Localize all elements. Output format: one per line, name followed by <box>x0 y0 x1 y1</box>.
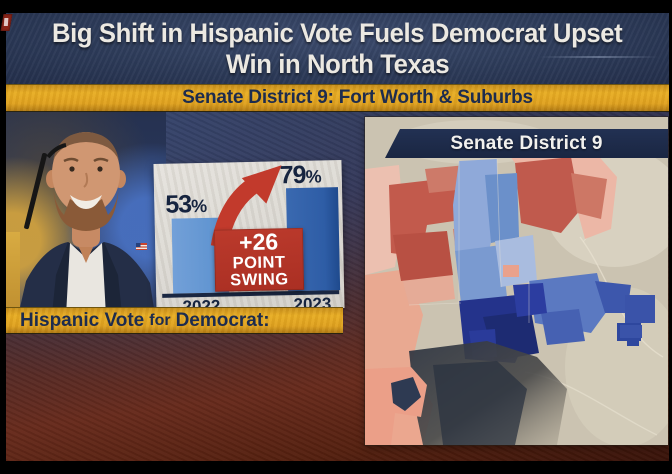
map-title: Senate District 9 <box>450 132 603 154</box>
swing-word-swing: SWING <box>230 269 289 290</box>
caption-lead: Hispanic Vote <box>20 309 145 331</box>
lens-flare <box>539 56 659 58</box>
district-strap-label: Senate District 9: Fort Worth & Suburbs <box>182 87 533 108</box>
percent-sign: % <box>305 166 321 187</box>
precinct-choropleth-map <box>365 117 668 445</box>
caption-mid: for <box>149 311 171 329</box>
swing-word-point: POINT <box>232 253 286 273</box>
candidate-illustration <box>14 132 158 334</box>
headline-line1: Big Shift in Hispanic Vote Fuels Democra… <box>52 18 623 49</box>
letterbox-bottom <box>0 461 672 474</box>
letterbox-right <box>669 0 672 474</box>
district-strap: Senate District 9: Fort Worth & Suburbs <box>6 84 669 112</box>
letterbox-top <box>0 0 672 13</box>
letterbox-left <box>0 0 6 474</box>
candidate-photo <box>6 95 166 334</box>
district-map-card: Senate District 9 <box>365 117 668 445</box>
swing-value: +26 <box>238 228 279 256</box>
bar-chart-card: 53% 79% +26 POINT SWING 2022 2023 <box>153 160 345 316</box>
swing-annotation: +26 POINT SWING <box>213 227 305 292</box>
headline-banner: Big Shift in Hispanic Vote Fuels Democra… <box>6 13 669 84</box>
map-title-banner: Senate District 9 <box>385 129 668 158</box>
headline-line2: Win in North Texas <box>225 48 450 79</box>
caption-tail: Democrat: <box>175 309 270 331</box>
chart-caption-strap: Hispanic Vote for Democrat: <box>6 307 343 334</box>
bar-value-2022: 53% <box>165 190 207 219</box>
